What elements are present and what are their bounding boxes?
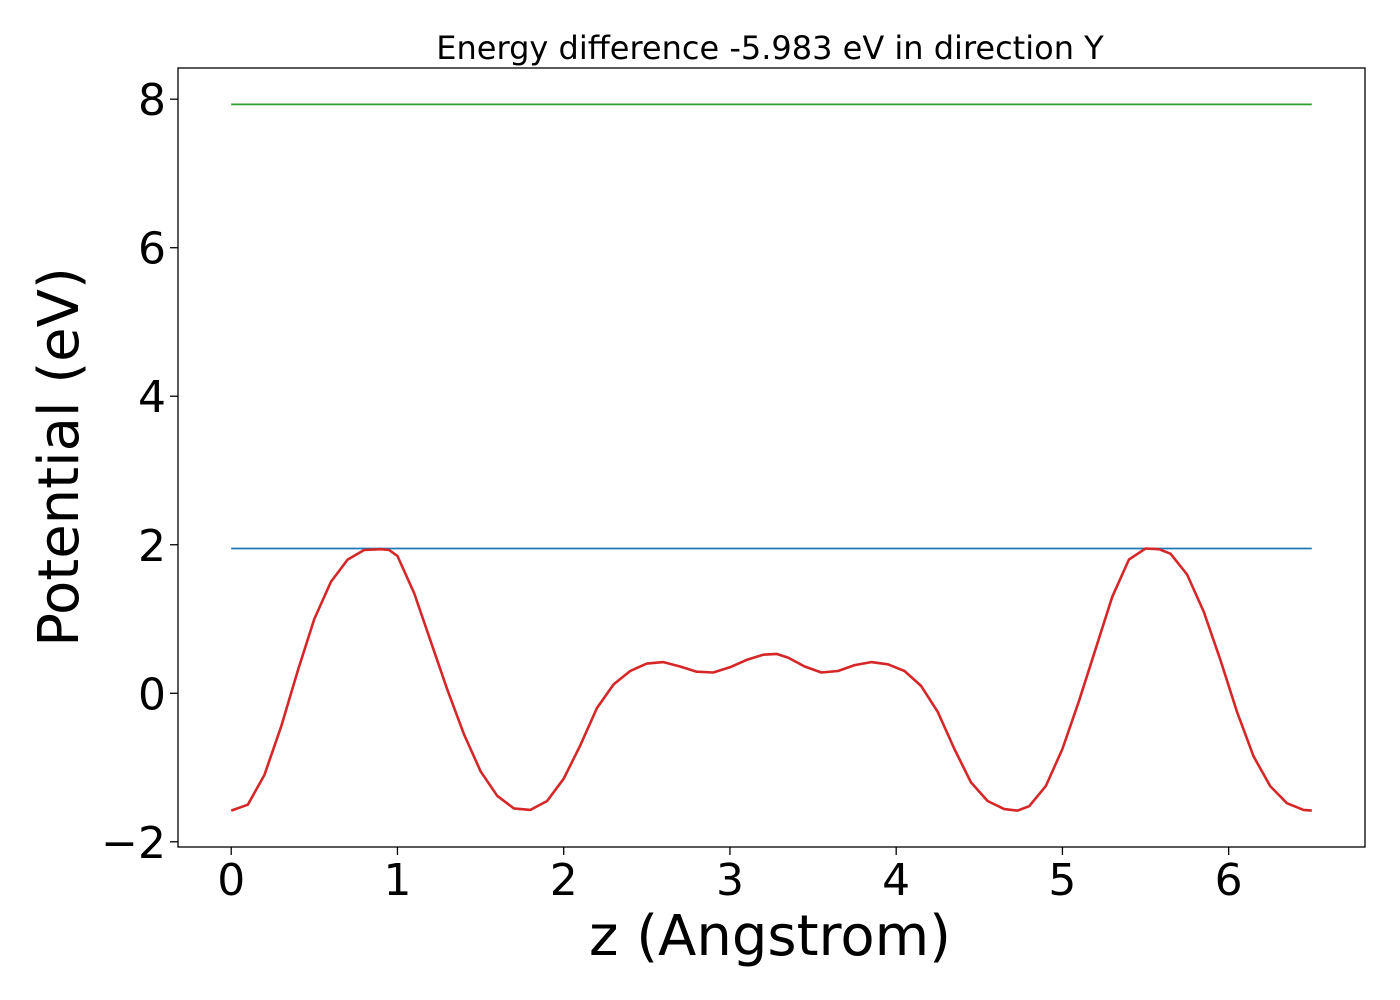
x-tick-label: 3: [716, 855, 744, 906]
chart-title: Energy difference -5.983 eV in direction…: [436, 29, 1104, 67]
y-tick-label: −2: [101, 818, 166, 869]
x-tick-label: 0: [217, 855, 245, 906]
x-axis-ticks: 0 1 2 3 4 5 6: [217, 847, 1243, 906]
y-axis-ticks: −2 0 2 4 6 8: [101, 75, 178, 869]
y-tick-label: 6: [138, 224, 166, 275]
y-axis-label: Potential (eV): [27, 267, 92, 647]
y-tick-label: 2: [138, 521, 166, 572]
y-tick-label: 0: [138, 669, 166, 720]
x-tick-label: 1: [383, 855, 411, 906]
x-tick-label: 6: [1215, 855, 1243, 906]
x-tick-label: 2: [550, 855, 578, 906]
x-tick-label: 4: [882, 855, 910, 906]
x-tick-label: 5: [1048, 855, 1076, 906]
y-tick-label: 8: [138, 75, 166, 126]
series-line-2: [230, 547, 1312, 812]
plot-area-frame: [177, 67, 1366, 848]
x-axis-label: z (Angstrom): [589, 904, 951, 969]
y-tick-label: 4: [138, 372, 166, 423]
series-group: [230, 103, 1312, 812]
